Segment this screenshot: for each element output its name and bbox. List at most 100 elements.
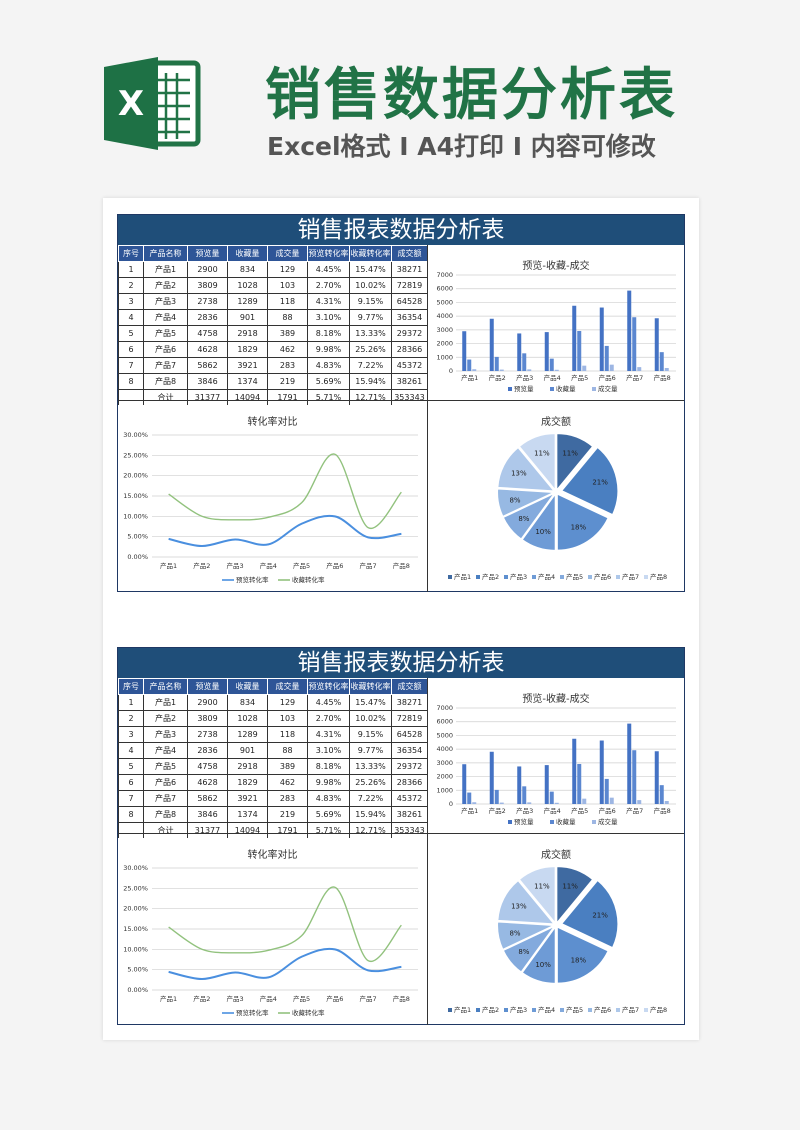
x-tick-label: 产品4 bbox=[260, 994, 277, 1003]
data-table: 序号 产品名称 预览量 收藏量 成交量 预览转化率 收藏转化率 成交额 1 产品1… bbox=[118, 245, 428, 405]
bar-chart: 0 1000 2000 3000 4000 5000 6000 7000 产品1 产品2 产品3 产品… bbox=[436, 271, 676, 393]
divider-horizontal bbox=[118, 833, 684, 834]
table-cell: 15.94% bbox=[349, 806, 392, 823]
legend-label: 收藏转化率 bbox=[292, 1008, 325, 1017]
legend-label: 产品3 bbox=[510, 1005, 527, 1014]
series-line bbox=[168, 886, 402, 962]
legend-label: 收藏量 bbox=[556, 384, 576, 393]
bar bbox=[659, 785, 664, 804]
table-cell: 219 bbox=[267, 373, 308, 390]
table-total-row: 合计 31377 14094 1791 5.71% 12.71% 353343 bbox=[118, 389, 428, 405]
legend-swatch bbox=[644, 1008, 648, 1012]
y-tick-label: 7000 bbox=[436, 271, 453, 279]
series-line bbox=[168, 514, 402, 548]
table-cell: 2 bbox=[118, 710, 144, 727]
table-cell: 产品7 bbox=[143, 357, 188, 374]
table-cell: 产品8 bbox=[143, 373, 188, 390]
table-cell: 产品4 bbox=[143, 309, 188, 326]
col-header: 预览量 bbox=[187, 678, 228, 695]
pie-slice bbox=[556, 926, 609, 984]
y-tick-label: 5.00% bbox=[127, 966, 148, 974]
table-cell: 2918 bbox=[227, 758, 268, 775]
legend-swatch bbox=[508, 387, 512, 391]
col-header: 收藏量 bbox=[227, 245, 268, 262]
pie-slice bbox=[497, 447, 555, 492]
x-tick-label: 产品1 bbox=[461, 373, 478, 382]
bar bbox=[609, 364, 614, 371]
table-row: 7 产品7 5862 3921 283 4.83% 7.22% 45372 bbox=[118, 357, 428, 374]
x-tick-label: 产品3 bbox=[227, 561, 244, 570]
bar bbox=[549, 791, 554, 804]
table-cell: 9.98% bbox=[307, 341, 350, 358]
table-cell: 3809 bbox=[187, 710, 228, 727]
table-cell: 14094 bbox=[227, 822, 268, 838]
slice-value-label: 11% bbox=[534, 449, 550, 457]
table-cell: 14094 bbox=[227, 389, 268, 405]
legend-label: 预览转化率 bbox=[236, 575, 269, 584]
table-cell: 5.69% bbox=[307, 373, 350, 390]
bar bbox=[632, 750, 637, 804]
bar bbox=[544, 332, 549, 371]
report-sheet-1: 销售报表数据分析表 序号 产品名称 预览量 收藏量 成交量 预览转化率 收藏转化… bbox=[117, 214, 685, 592]
bar bbox=[522, 786, 527, 804]
pie-chart-title: 成交额 bbox=[541, 850, 571, 861]
legend-label: 产品7 bbox=[622, 572, 639, 581]
table-cell: 283 bbox=[267, 357, 308, 374]
bar bbox=[637, 800, 642, 804]
table-cell: 6 bbox=[118, 774, 144, 791]
bar bbox=[577, 330, 582, 371]
legend-label: 产品5 bbox=[566, 572, 583, 581]
legend-swatch bbox=[448, 575, 452, 579]
legend-swatch bbox=[476, 1008, 480, 1012]
bar bbox=[472, 802, 477, 804]
x-tick-label: 产品6 bbox=[599, 806, 616, 815]
table-row: 5 产品5 4758 2918 389 8.18% 13.33% 29372 bbox=[118, 758, 428, 775]
table-cell: 103 bbox=[267, 277, 308, 294]
table-cell: 129 bbox=[267, 694, 308, 711]
table-row: 1 产品1 2900 834 129 4.45% 15.47% 38271 bbox=[118, 694, 428, 711]
table-cell: 1289 bbox=[227, 726, 268, 743]
y-tick-label: 25.00% bbox=[123, 451, 148, 459]
y-tick-label: 3000 bbox=[436, 759, 453, 767]
pie-slice bbox=[521, 925, 556, 984]
bar bbox=[599, 740, 604, 804]
table-cell: 353343 bbox=[391, 822, 428, 838]
table-cell: 9.77% bbox=[349, 742, 392, 759]
table-cell: 15.94% bbox=[349, 373, 392, 390]
bar bbox=[627, 290, 632, 371]
legend-label: 产品1 bbox=[454, 1005, 471, 1014]
x-tick-label: 产品1 bbox=[461, 806, 478, 815]
bar bbox=[462, 331, 467, 371]
col-header: 序号 bbox=[118, 245, 144, 262]
x-tick-label: 产品6 bbox=[326, 561, 343, 570]
x-tick-label: 产品1 bbox=[160, 994, 177, 1003]
table-cell: 15.47% bbox=[349, 261, 392, 278]
y-tick-label: 5000 bbox=[436, 298, 453, 306]
table-cell: 389 bbox=[267, 325, 308, 342]
table-cell: 389 bbox=[267, 758, 308, 775]
table-cell: 2918 bbox=[227, 325, 268, 342]
bar bbox=[637, 367, 642, 371]
table-cell: 5 bbox=[118, 325, 144, 342]
bar bbox=[664, 367, 669, 371]
bar bbox=[582, 365, 587, 371]
legend-label: 产品6 bbox=[594, 572, 611, 581]
bar bbox=[527, 802, 532, 804]
slice-value-label: 18% bbox=[571, 524, 587, 532]
table-cell: 901 bbox=[227, 309, 268, 326]
table-cell: 产品1 bbox=[143, 261, 188, 278]
bar bbox=[517, 333, 522, 371]
legend-label: 预览转化率 bbox=[236, 1008, 269, 1017]
table-row: 5 产品5 4758 2918 389 8.18% 13.33% 29372 bbox=[118, 325, 428, 342]
slice-value-label: 18% bbox=[571, 957, 587, 965]
table-cell: 45372 bbox=[391, 357, 428, 374]
table-cell: 产品2 bbox=[143, 710, 188, 727]
legend-label: 收藏转化率 bbox=[292, 575, 325, 584]
table-cell: 3846 bbox=[187, 373, 228, 390]
legend-swatch bbox=[616, 575, 620, 579]
x-tick-label: 产品3 bbox=[516, 806, 533, 815]
table-cell: 7.22% bbox=[349, 357, 392, 374]
table-cell: 2900 bbox=[187, 694, 228, 711]
line-chart: 0.00% 5.00% 10.00% 15.00% 20.00% 25.00% 30.00%… bbox=[123, 431, 418, 584]
col-header: 成交量 bbox=[267, 678, 308, 695]
